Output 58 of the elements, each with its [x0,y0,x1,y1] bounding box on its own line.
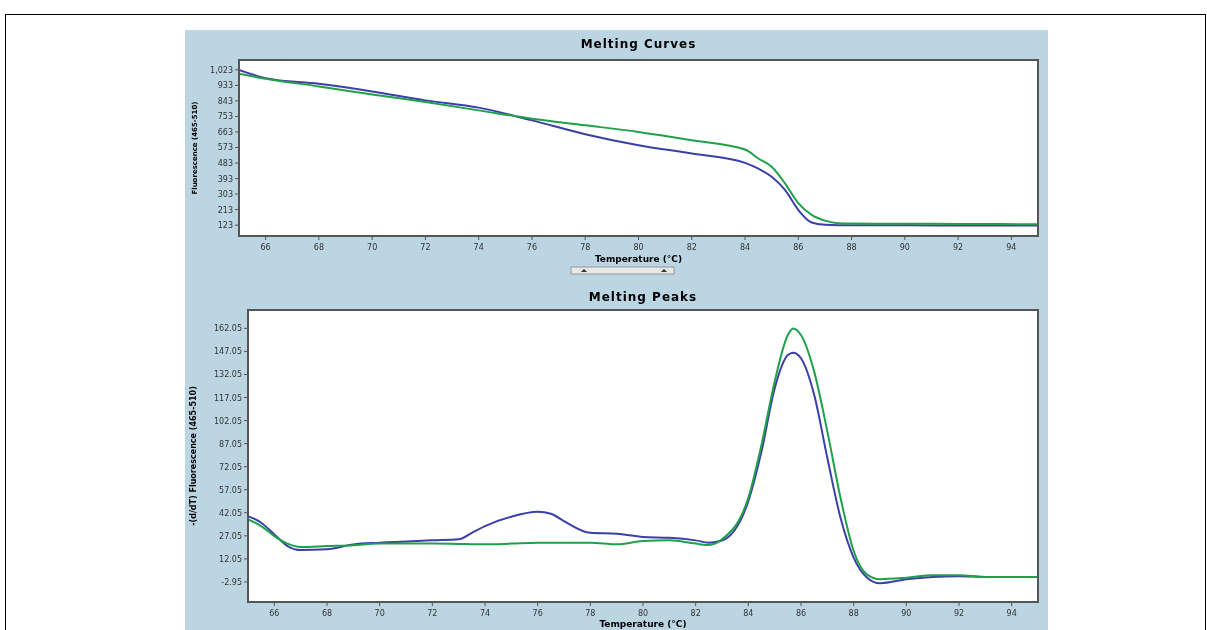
x-tick-label: 88 [848,609,859,618]
x-axis-title: Temperature (°C) [599,619,687,629]
y-tick-label: 933 [217,81,233,91]
x-tick-label: 86 [795,609,807,618]
y-tick-label: 72.05 [219,462,242,472]
x-tick-label: 84 [739,243,751,252]
x-tick-label: 80 [633,243,644,252]
chart-title: Melting Curves [580,37,697,51]
x-tick-label: 78 [585,609,596,618]
y-tick-label: 1,023 [210,65,233,75]
y-tick-label: 663 [217,127,233,137]
x-tick-label: 94 [1006,243,1017,252]
y-tick-label: -2.95 [221,577,242,587]
y-tick-label: 303 [217,190,233,200]
x-tick-label: 92 [953,609,965,618]
x-tick-label: 86 [793,243,804,252]
y-tick-label: 57.05 [219,485,242,495]
x-tick-label: 68 [321,609,333,618]
y-tick-label: 843 [217,96,233,106]
y-tick-label: 12.05 [219,554,242,564]
x-tick-label: 72 [427,609,438,618]
x-tick-label: 92 [953,243,964,252]
x-tick-label: 80 [637,609,649,618]
y-tick-label: 27.05 [219,531,242,541]
y-tick-label: 147.05 [214,347,242,357]
y-tick-label: 123 [217,221,233,231]
y-tick-label: 117.05 [214,393,242,403]
y-tick-label: 213 [217,205,233,215]
x-tick-label: 70 [374,609,385,618]
y-tick-label: 393 [217,174,233,184]
x-tick-label: 70 [367,243,378,252]
x-tick-label: 88 [846,243,857,252]
y-axis-title: -(d/dT) Fluorescence (465-510) [189,386,198,526]
y-tick-label: 483 [217,159,233,169]
x-tick-label: 74 [479,609,491,618]
y-tick-label: 132.05 [214,370,242,380]
y-tick-label: 573 [217,143,233,153]
y-tick-label: 102.05 [214,416,242,426]
y-tick-label: 753 [217,112,233,122]
chart-title: Melting Peaks [588,290,698,304]
y-tick-label: 87.05 [219,439,242,449]
x-tick-label: 90 [901,609,912,618]
x-tick-label: 66 [260,243,271,252]
x-axis-title: Temperature (°C) [594,254,683,264]
x-tick-label: 66 [269,609,280,618]
x-tick-label: 94 [1006,609,1017,618]
x-tick-label: 90 [899,243,910,252]
x-tick-label: 84 [743,609,754,618]
x-tick-label: 74 [473,243,484,252]
x-tick-label: 76 [532,609,543,618]
x-tick-label: 76 [526,243,538,252]
y-tick-label: 162.05 [214,324,242,334]
x-tick-label: 72 [420,243,431,252]
x-tick-label: 68 [313,243,324,252]
x-tick-label: 82 [690,609,701,618]
y-tick-label: 42.05 [219,508,242,518]
x-tick-label: 78 [580,243,591,252]
x-tick-label: 82 [686,243,697,252]
